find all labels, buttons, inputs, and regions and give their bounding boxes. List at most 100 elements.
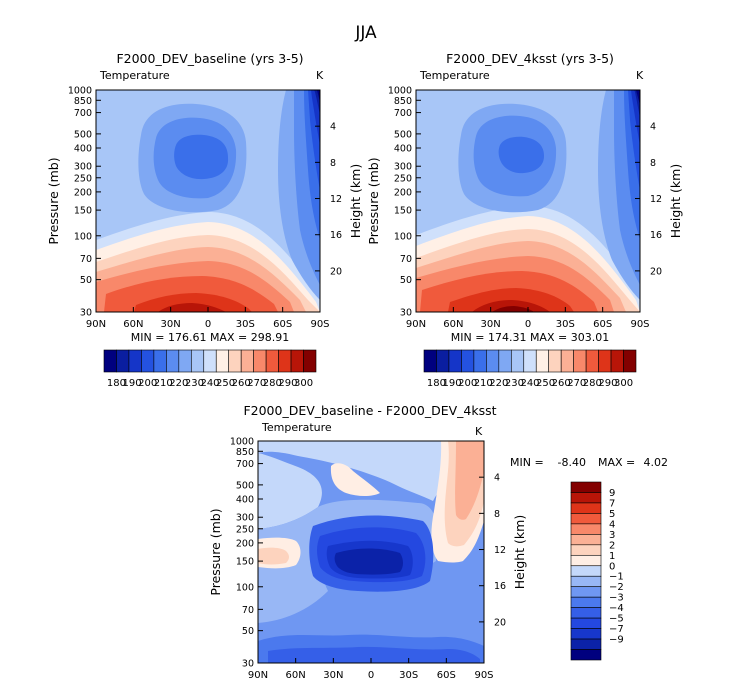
colorbar-swatch [290, 349, 304, 373]
x-tick-label: 30S [236, 319, 255, 330]
x-tick-label: 60S [593, 319, 612, 330]
colorbar-label: 220 [169, 378, 188, 389]
pressure-tick-label: 700 [74, 108, 92, 119]
colorbar-label: 9 [609, 488, 615, 499]
colorbar-swatch [570, 481, 602, 493]
colorbar-label: 230 [505, 378, 524, 389]
pressure-tick-label: 500 [236, 480, 254, 491]
height-tick-label: 20 [330, 266, 342, 277]
x-tick-label: 90N [86, 319, 106, 330]
colorbar-swatch [570, 628, 602, 640]
colorbar-label: 1 [609, 551, 615, 562]
colorbar-swatch [473, 349, 487, 373]
colorbar-label: 290 [598, 378, 617, 389]
colorbar-swatch [153, 349, 167, 373]
pressure-tick-label: 200 [236, 538, 254, 549]
height-tick-label: 16 [650, 230, 662, 241]
pressure-tick-label: 250 [74, 173, 92, 184]
ylabel-height: Height (km) [668, 164, 683, 238]
colorbar-label: 250 [216, 378, 235, 389]
pressure-tick-label: 300 [74, 162, 92, 173]
height-tick-label: 8 [330, 158, 336, 169]
height-tick-label: 20 [650, 266, 662, 277]
pressure-tick-label: 1000 [388, 86, 412, 97]
colorbar-label: 190 [123, 378, 142, 389]
x-tick-label: 0 [368, 670, 374, 681]
pressure-tick-label: 50 [242, 626, 254, 637]
height-tick-label: 12 [330, 194, 342, 205]
colorbar-swatch [570, 502, 602, 514]
x-tick-label: 60N [123, 319, 143, 330]
colorbar-swatch [560, 349, 574, 373]
pressure-tick-label: 70 [80, 254, 92, 265]
colorbar-label: 280 [263, 378, 282, 389]
pressure-tick-label: 500 [394, 129, 412, 140]
colorbar-swatch [570, 534, 602, 546]
pressure-tick-label: 700 [236, 459, 254, 470]
colorbar-swatch [461, 349, 475, 373]
colorbar-swatch [570, 575, 602, 588]
panel-4ksst: F2000_DEV_4ksst (yrs 3-5) Temperature K [366, 51, 683, 389]
colorbar-label: 3 [609, 530, 615, 541]
height-tick-label: 12 [494, 545, 506, 556]
pressure-tick-label: 200 [394, 187, 412, 198]
colorbar-swatch [610, 349, 624, 373]
x-tick-label: 60S [437, 670, 456, 681]
colorbar-swatch [570, 586, 602, 598]
x-tick-label: 90N [406, 319, 426, 330]
colorbar-label: 200 [458, 378, 477, 389]
panel-4ksst-stats: MIN = 174.31 MAX = 303.01 [451, 331, 609, 344]
colorbar-swatch [141, 349, 155, 373]
pressure-tick-label: 50 [400, 275, 412, 286]
colorbar-label: 290 [278, 378, 297, 389]
colorbar-label: 270 [247, 378, 266, 389]
colorbar-swatch [423, 349, 437, 373]
colorbar-label: 220 [489, 378, 508, 389]
season-title: JJA [354, 23, 377, 43]
colorbar-swatch [570, 596, 602, 608]
panel-baseline-units: K [316, 69, 324, 82]
colorbar-label: 240 [520, 378, 539, 389]
colorbar-swatch [278, 349, 292, 373]
pressure-tick-label: 100 [394, 231, 412, 242]
pressure-tick-label: 850 [394, 96, 412, 107]
colorbar-label: 180 [107, 378, 126, 389]
colorbar-label: 5 [609, 509, 615, 520]
x-tick-label: 60N [286, 670, 306, 681]
pressure-tick-label: 850 [74, 96, 92, 107]
panel-baseline-stats: MIN = 176.61 MAX = 298.91 [131, 331, 289, 344]
x-tick-label: 30S [556, 319, 575, 330]
pressure-tick-label: 250 [394, 173, 412, 184]
panel-4ksst-axes: 90N 60N 30N 0 30S 60S 90S 30 50 70 100 150 200 250300… [366, 86, 683, 331]
panel-difference-axes: 90N 60N 30N 0 30S 60S 90S 30 50 70 100 150 200 250300… [208, 437, 527, 682]
colorbar-swatch [486, 349, 500, 373]
colorbar-swatch [523, 349, 537, 373]
colorbar-swatch [166, 349, 180, 373]
colorbar-label: 190 [443, 378, 462, 389]
colorbar-swatch [623, 349, 637, 373]
colorbar-label: 200 [138, 378, 157, 389]
panel-difference-variable: Temperature [261, 421, 332, 434]
pressure-tick-label: 300 [394, 162, 412, 173]
colorbar-swatch [178, 349, 192, 373]
height-tick-label: 4 [330, 122, 336, 133]
colorbar-label: −3 [609, 593, 624, 604]
colorbar-label: 210 [474, 378, 493, 389]
colorbar-label: 7 [609, 498, 615, 509]
colorbar-label: 180 [427, 378, 446, 389]
x-tick-label: 90S [474, 670, 493, 681]
colorbar-swatch [128, 349, 142, 373]
pressure-tick-label: 30 [400, 308, 412, 319]
pressure-tick-label: 100 [74, 231, 92, 242]
x-tick-label: 90N [248, 670, 268, 681]
diff-max-label: MAX = [598, 456, 635, 469]
pressure-tick-label: 100 [236, 582, 254, 593]
colorbar-swatch [203, 349, 217, 373]
colorbar-swatch [570, 513, 602, 525]
panel-baseline-plot [96, 90, 320, 312]
height-tick-label: 4 [650, 122, 656, 133]
panel-4ksst-variable: Temperature [419, 69, 490, 82]
height-tick-label: 8 [494, 509, 500, 520]
